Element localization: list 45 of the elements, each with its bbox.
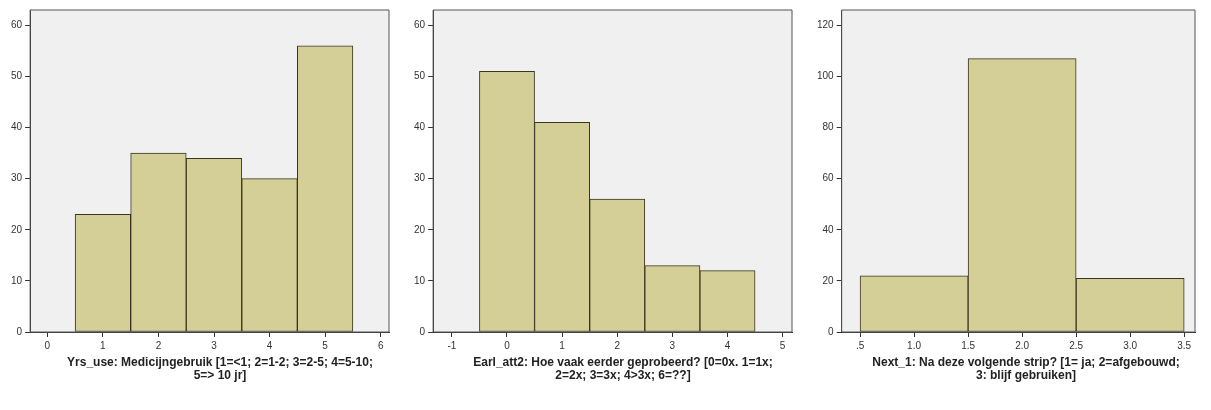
x-tick-label: 2.5: [1069, 339, 1084, 351]
y-tick-label: 0: [828, 325, 835, 337]
x-tick-label: 4: [266, 339, 273, 351]
y-tick-label: 60: [11, 19, 23, 31]
y-tick-label: 60: [414, 19, 426, 31]
y-tick-label: 40: [822, 223, 835, 235]
x-axis-title: Yrs_use: Medicijngebruik [1=<1; 2=1-2; 3=2-5; 4=5-10; 5=> 10 jr]: [66, 355, 374, 382]
y-tick-label: 120: [817, 19, 835, 31]
x-tick-label: .5: [855, 339, 865, 351]
x-tick-label: 6: [377, 339, 384, 351]
y-tick-label: 20: [11, 223, 23, 235]
x-tick-label: 3: [211, 339, 218, 351]
x-tick-label: 2.0: [1015, 339, 1030, 351]
y-tick-label: 0: [16, 325, 23, 337]
y-tick-label: 10: [414, 274, 426, 286]
y-tick-label: 10: [11, 274, 23, 286]
x-tick-label: 3: [669, 339, 676, 351]
y-tick-label: 20: [822, 274, 835, 286]
x-tick-label: 3.5: [1177, 339, 1192, 351]
y-tick-label: 30: [414, 172, 426, 184]
x-tick-label: 2: [614, 339, 621, 351]
x-axis-title: Earl_att2: Hoe vaak eerder geprobeerd? [0=0x. 1=1x; 2=2x; 3=3x; 4>3x; 6=??]: [472, 355, 774, 382]
x-tick-label: 5: [322, 339, 329, 351]
x-tick-label: 3.0: [1123, 339, 1138, 351]
x-tick-label: 0: [504, 339, 511, 351]
y-tick-label: 100: [817, 70, 835, 82]
x-tick-label: 1.5: [961, 339, 976, 351]
y-tick-label: 0: [419, 325, 426, 337]
y-tick-label: 50: [414, 70, 426, 82]
x-tick-label: 1: [559, 339, 566, 351]
x-tick-label: 5: [779, 339, 786, 351]
x-axis-title: Next_1: Na deze volgende strip? [1= ja; 2=afgebouwd; 3: blijf gebruiken]: [871, 355, 1181, 382]
x-tick-label: 2: [155, 339, 162, 351]
y-tick-label: 60: [822, 172, 835, 184]
y-tick-label: 40: [414, 121, 426, 133]
x-tick-label: -1: [447, 339, 457, 351]
y-tick-label: 40: [11, 121, 23, 133]
x-tick-label: 0: [44, 339, 51, 351]
x-tick-label: 4: [724, 339, 731, 351]
x-tick-label: 1.0: [907, 339, 922, 351]
y-tick-label: 50: [11, 70, 23, 82]
y-tick-label: 30: [11, 172, 23, 184]
y-tick-label: 80: [822, 121, 835, 133]
y-tick-label: 20: [414, 223, 426, 235]
x-tick-label: 1: [100, 339, 107, 351]
